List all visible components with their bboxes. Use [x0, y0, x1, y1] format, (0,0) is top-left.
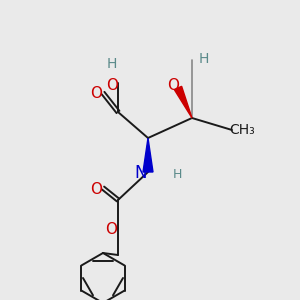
Polygon shape	[143, 138, 153, 172]
Text: N: N	[135, 164, 147, 182]
Polygon shape	[174, 86, 192, 118]
Text: H: H	[199, 52, 209, 66]
Text: H: H	[107, 57, 117, 71]
Text: O: O	[90, 182, 102, 196]
Text: H: H	[172, 167, 182, 181]
Text: O: O	[106, 77, 118, 92]
Text: O: O	[90, 85, 102, 100]
Text: O: O	[105, 221, 117, 236]
Text: O: O	[167, 77, 179, 92]
Text: CH₃: CH₃	[229, 123, 255, 137]
